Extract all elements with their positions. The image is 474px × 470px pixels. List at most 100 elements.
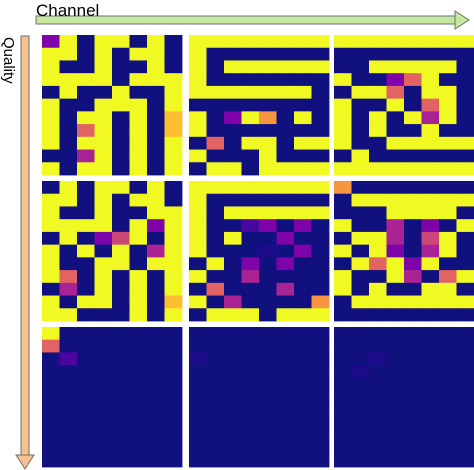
heatmap-cell <box>59 181 78 195</box>
heatmap-cell <box>351 365 370 379</box>
heatmap-cell <box>147 231 165 246</box>
heatmap-cell <box>456 257 474 271</box>
heatmap-cell <box>421 441 440 455</box>
heatmap-cell <box>351 454 370 468</box>
heatmap-cell <box>259 390 277 404</box>
heatmap-cell <box>206 365 225 379</box>
heatmap-cell <box>456 193 474 207</box>
heatmap-cell <box>439 416 457 430</box>
heatmap-cell <box>421 181 440 195</box>
heatmap-cell <box>294 60 312 74</box>
heatmap-cell <box>129 111 148 125</box>
heatmap-cell <box>259 219 277 233</box>
heatmap-cell <box>206 441 225 455</box>
heatmap-cell <box>112 231 130 246</box>
heatmap-cell <box>147 454 165 468</box>
heatmap-cell <box>59 219 78 233</box>
heatmap-cell <box>94 441 113 455</box>
heatmap-cell <box>164 206 183 220</box>
heatmap-cell <box>311 416 330 430</box>
heatmap-cell <box>224 136 242 150</box>
heatmap-cell <box>456 365 474 379</box>
heatmap-cell <box>42 390 60 404</box>
heatmap-cell <box>59 352 78 366</box>
heatmap-cell <box>112 282 130 296</box>
heatmap-cell <box>164 136 183 150</box>
heatmap-cell <box>386 428 405 442</box>
heatmap-cell <box>206 377 225 392</box>
heatmap-cell <box>276 85 295 100</box>
heatmap-cell <box>164 390 183 404</box>
heatmap-cell <box>334 428 352 442</box>
heatmap-cell <box>189 390 207 404</box>
heatmap-cell <box>59 47 78 61</box>
heatmap-cell <box>189 162 207 176</box>
heatmap-cell <box>147 403 165 417</box>
heatmap-cell <box>276 219 295 233</box>
heatmap-cell <box>94 257 113 271</box>
heatmap-cell <box>311 73 330 87</box>
heatmap-cell <box>224 149 242 163</box>
heatmap-cell <box>164 47 183 61</box>
heatmap-cell <box>224 98 242 112</box>
heatmap-cell <box>189 428 207 442</box>
heatmap-cell <box>259 181 277 195</box>
heatmap-cell <box>421 98 440 112</box>
heatmap-cell <box>59 206 78 220</box>
heatmap-cell <box>94 295 113 309</box>
heatmap-cell <box>294 35 312 49</box>
heatmap-cell <box>189 73 207 87</box>
heatmap-cell <box>386 270 405 284</box>
heatmap-cell <box>311 193 330 207</box>
heatmap-cell <box>147 270 165 284</box>
heatmap-cell <box>112 219 130 233</box>
heatmap-cell <box>404 60 422 74</box>
heatmap-cell <box>112 308 130 322</box>
heatmap-cell <box>276 162 295 176</box>
heatmap-cell <box>224 35 242 49</box>
heatmap-cell <box>259 85 277 100</box>
heatmap-cell <box>206 352 225 366</box>
heatmap-cell <box>311 60 330 74</box>
heatmap-panel-r3-c1 <box>42 327 183 468</box>
heatmap-cell <box>224 257 242 271</box>
heatmap-cell <box>421 390 440 404</box>
heatmap-cell <box>59 162 78 176</box>
heatmap-cell <box>369 193 387 207</box>
heatmap-cell <box>94 124 113 138</box>
heatmap-cell <box>241 295 260 309</box>
heatmap-cell <box>259 282 277 296</box>
heatmap-cell <box>189 257 207 271</box>
heatmap-cell <box>404 428 422 442</box>
heatmap-cell <box>189 181 207 195</box>
heatmap-cell <box>129 339 148 353</box>
heatmap-cell <box>369 35 387 49</box>
heatmap-cell <box>404 352 422 366</box>
heatmap-cell <box>206 85 225 100</box>
heatmap-cell <box>439 219 457 233</box>
heatmap-cell <box>206 219 225 233</box>
heatmap-cell <box>421 231 440 246</box>
heatmap-cell <box>129 193 148 207</box>
heatmap-cell <box>294 390 312 404</box>
heatmap-cell <box>42 136 60 150</box>
heatmap-cell <box>77 124 95 138</box>
heatmap-cell <box>334 244 352 258</box>
heatmap-cell <box>77 73 95 87</box>
heatmap-cell <box>311 98 330 112</box>
heatmap-cell <box>164 73 183 87</box>
heatmap-cell <box>94 244 113 258</box>
heatmap-cell <box>386 85 405 100</box>
heatmap-cell <box>386 339 405 353</box>
heatmap-cell <box>112 352 130 366</box>
heatmap-cell <box>386 231 405 246</box>
heatmap-cell <box>129 257 148 271</box>
heatmap-cell <box>404 111 422 125</box>
heatmap-cell <box>351 327 370 341</box>
heatmap-cell <box>77 206 95 220</box>
heatmap-cell <box>369 206 387 220</box>
heatmap-cell <box>129 231 148 246</box>
heatmap-cell <box>206 295 225 309</box>
heatmap-cell <box>294 454 312 468</box>
heatmap-cell <box>129 244 148 258</box>
